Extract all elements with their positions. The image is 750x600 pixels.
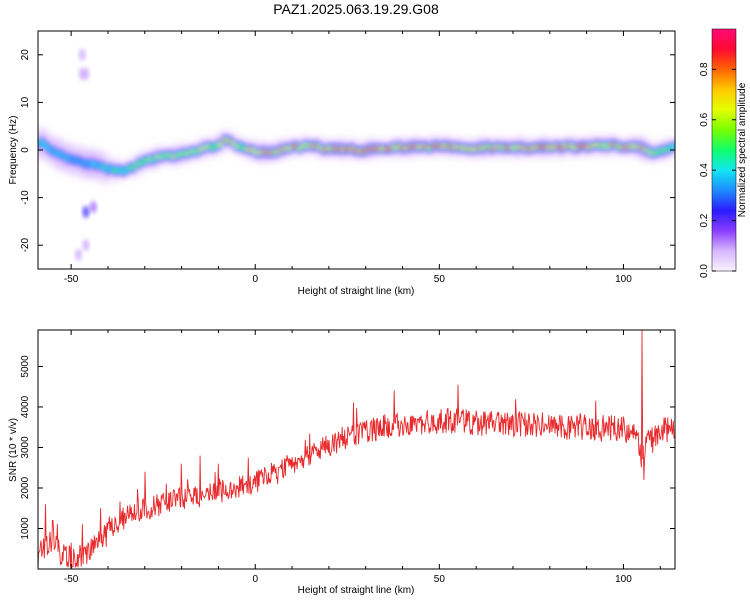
spectrogram-x-tick-label: 50: [434, 274, 446, 285]
spectrogram-y-tick-label: 10: [20, 96, 31, 108]
snr-axes: -50 0 50 100 1000 2000 3000 4000 5000: [20, 330, 675, 585]
spectrogram-panel: -50 0 50 100 -20 -10 0 10 20 Height of straight …: [8, 30, 676, 297]
spectrogram-peak-cell: [672, 144, 675, 149]
spectrogram-scatter-blob: [89, 201, 97, 214]
spectrogram-scatter-blob: [75, 248, 83, 261]
spectrogram-y-tick-label: -20: [20, 238, 31, 253]
snr-panel: -50 0 50 100 1000 2000 3000 4000 5000 Height of …: [8, 329, 676, 596]
snr-x-tick-label: 50: [434, 574, 446, 585]
spectrogram-x-axis-label: Height of straight line (km): [298, 286, 415, 297]
snr-x-axis-label: Height of straight line (km): [298, 585, 415, 596]
spectrogram-x-tick-label: -50: [64, 274, 79, 285]
snr-y-tick-label: 2000: [20, 476, 31, 499]
spectrogram-y-tick-label: 0: [20, 147, 31, 153]
colorbar-tick-label: 0.6: [699, 112, 710, 126]
snr-x-tick-label: 100: [615, 574, 632, 585]
spectrogram-marks: [38, 48, 675, 261]
spectrogram-scatter-blob: [82, 67, 90, 80]
snr-y-tick-label: 5000: [20, 355, 31, 378]
colorbar-axis: 0.0 0.2 0.4 0.6 0.8: [699, 62, 736, 278]
snr-y-axis-label: SNR (10 * v/v): [8, 418, 19, 482]
spectrogram-y-tick-label: -10: [20, 190, 31, 205]
colorbar-gradient: [711, 28, 737, 272]
colorbar-label: Normalized spectral amplitude: [737, 82, 748, 217]
spectrogram-scatter-blob: [78, 48, 86, 61]
snr-x-tick-label: 0: [252, 574, 258, 585]
colorbar-tick-label: 0.4: [699, 163, 710, 177]
spectrogram-x-tick-label: 100: [615, 274, 632, 285]
snr-x-tick-label: -50: [64, 574, 79, 585]
figure-title: PAZ1.2025.063.19.29.G08: [273, 1, 439, 17]
snr-y-tick-label: 4000: [20, 395, 31, 418]
colorbar-tick-label: 0.8: [699, 62, 710, 76]
snr-series-line: [38, 330, 675, 569]
snr-y-tick-label: 3000: [20, 436, 31, 459]
spectrogram-x-tick-label: 0: [252, 274, 258, 285]
colorbar-tick-label: 0.0: [699, 264, 710, 278]
colorbar: 0.0 0.2 0.4 0.6 0.8 Normalized spectral ampl…: [699, 28, 748, 278]
colorbar-tick-label: 0.2: [699, 213, 710, 227]
spectrogram-core: [38, 134, 675, 178]
snr-plot-area: [38, 330, 675, 569]
spectrogram-y-axis-label: Frequency (Hz): [8, 116, 19, 185]
spectrogram-y-tick-label: 20: [20, 49, 31, 61]
spectrogram-axes: -50 0 50 100 -20 -10 0 10 20: [20, 31, 675, 285]
spectrogram-scatter-blob: [82, 205, 90, 218]
snr-y-tick-label: 1000: [20, 517, 31, 540]
spectrogram-peak-cell: [218, 142, 223, 147]
spectrogram-scatter-blob: [82, 239, 90, 252]
snr-frame: [37, 329, 676, 570]
